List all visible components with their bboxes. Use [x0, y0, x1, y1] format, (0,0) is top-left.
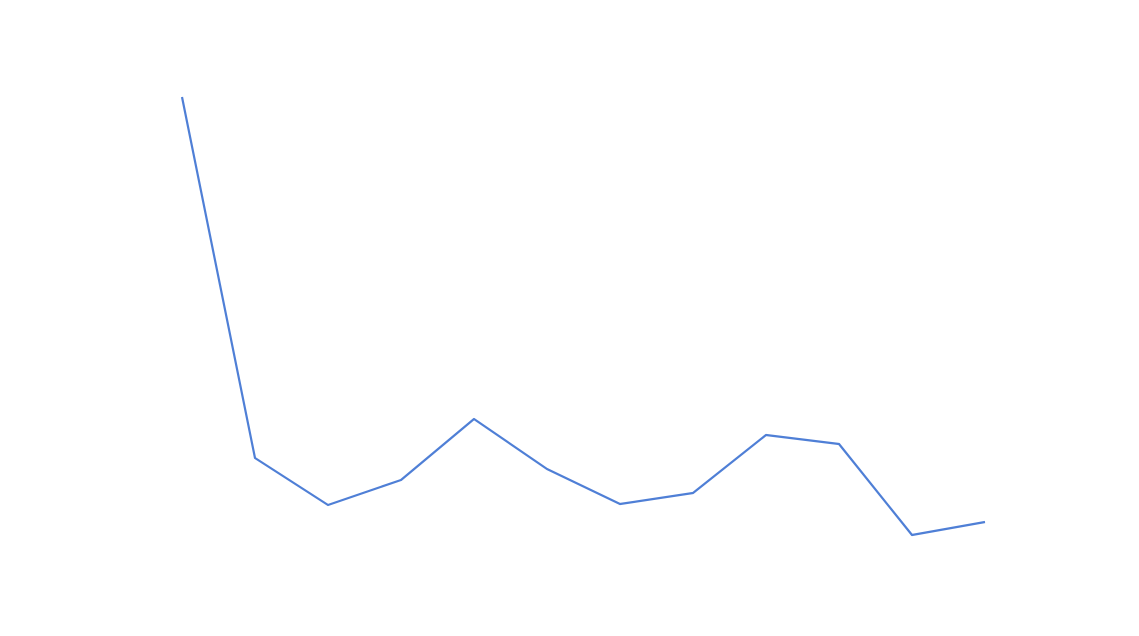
- line: [180, 96, 986, 537]
